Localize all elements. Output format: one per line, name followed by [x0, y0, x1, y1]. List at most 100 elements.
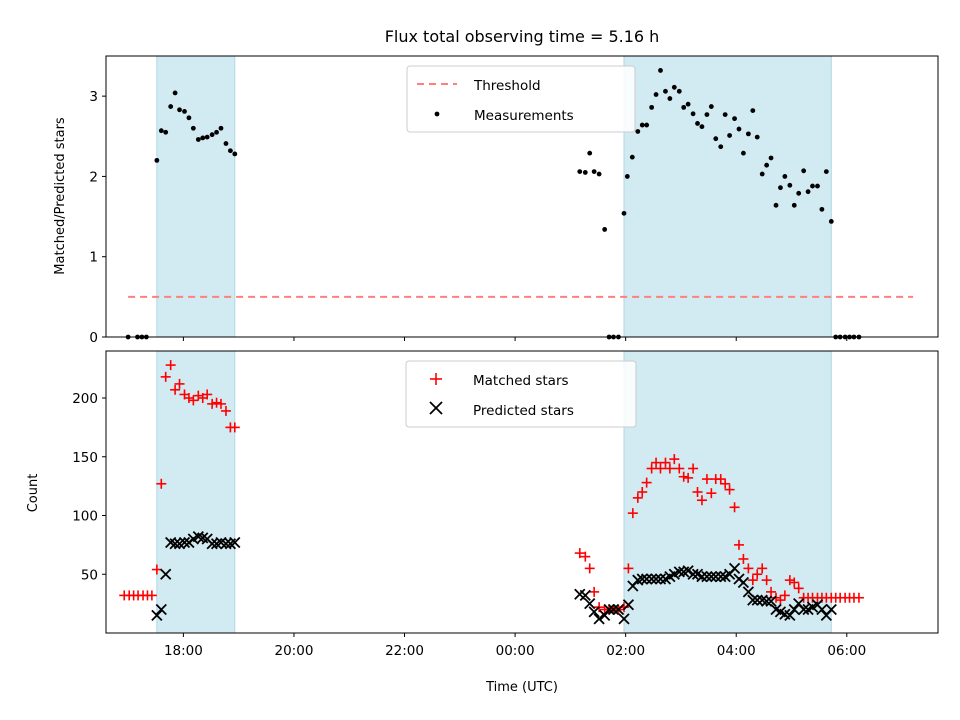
matched-stars-point	[738, 553, 749, 564]
measurements-point	[741, 150, 746, 156]
top-panel-frame	[105, 55, 939, 338]
measurements-point	[791, 202, 797, 208]
top-panel-x-ticks	[182, 337, 848, 341]
measurements-point	[810, 183, 815, 189]
measurements-point	[577, 169, 583, 175]
predicted-stars-point	[584, 597, 596, 610]
measurements-point	[727, 133, 732, 138]
y-tick-label: 1	[89, 250, 98, 266]
matched-stars-point	[655, 463, 666, 474]
matched-stars-point	[747, 575, 758, 586]
matched-stars-point	[775, 595, 786, 606]
bottom-panel-legend-box	[405, 360, 637, 428]
x-tick-label: 18:00	[164, 643, 203, 659]
predicted-stars-point	[206, 538, 218, 550]
matched-stars-point	[674, 463, 685, 474]
matched-stars-point	[160, 371, 171, 382]
measurements-point	[699, 124, 705, 130]
predicted-stars-point	[765, 595, 777, 607]
measurements-point	[182, 108, 187, 114]
top-panel-shaded-regions	[156, 55, 832, 338]
measurements-point	[218, 125, 224, 131]
matched-stars-point	[589, 586, 600, 597]
matched-stars-point	[701, 474, 712, 485]
predicted-stars-point	[612, 603, 625, 616]
y-tick-label: 50	[81, 567, 98, 583]
measurements-point	[649, 104, 655, 110]
measurements-point	[635, 129, 641, 134]
predicted-stars-point	[715, 570, 727, 583]
predicted-stars-point	[654, 573, 667, 585]
measurements-point	[768, 155, 774, 161]
matched-stars-point	[632, 492, 643, 503]
measurements-point	[667, 96, 673, 101]
predicted-stars-point	[705, 570, 717, 583]
predicted-stars-point	[737, 576, 750, 589]
measurements-point	[663, 88, 668, 94]
matched-stars-point	[729, 502, 740, 513]
measurements-point	[177, 107, 182, 113]
matched-stars-point	[651, 457, 662, 468]
predicted-stars-point	[673, 566, 685, 578]
matched-stars-point	[211, 397, 222, 408]
legend-predicted-swatch	[429, 401, 443, 415]
measurements-point	[732, 116, 737, 122]
matched-stars-point	[580, 551, 591, 562]
predicted-stars-point	[798, 603, 810, 616]
measurements-point	[163, 129, 169, 135]
predicted-stars-point	[178, 536, 191, 549]
bottom-panel-legend: Matched stars Predicted stars	[405, 360, 637, 428]
predicted-stars-point	[220, 538, 232, 550]
measurements-point	[681, 104, 687, 110]
measurements-point	[759, 171, 765, 177]
x-axis-label: Time (UTC)	[485, 680, 558, 695]
x-tick-label: 00:00	[496, 643, 535, 659]
matched-stars-point	[183, 393, 194, 403]
measurements-point	[801, 168, 807, 174]
predicted-stars-point	[696, 570, 708, 583]
matched-stars-point	[174, 378, 185, 389]
predicted-stars-point	[641, 573, 653, 585]
matched-stars-point	[761, 575, 772, 586]
bottom-panel-series	[119, 360, 864, 625]
measurements-point	[750, 108, 756, 113]
measurements-point	[158, 128, 164, 134]
predicted-stars-point	[816, 603, 828, 616]
predicted-stars-point	[579, 589, 591, 602]
measurements-point	[782, 174, 788, 179]
matched-stars-point	[207, 398, 218, 409]
measurements-point	[690, 111, 696, 117]
matched-stars-point	[779, 590, 790, 601]
measurements-point	[722, 112, 728, 118]
measurements-point	[685, 101, 691, 107]
predicted-stars-point	[636, 573, 648, 585]
measurements-point	[154, 157, 160, 163]
legend-predicted-label: Predicted stars	[473, 403, 574, 419]
bottom-panel-y-axis-label: Count	[26, 474, 41, 513]
predicted-stars-point	[169, 538, 181, 550]
measurements-point	[214, 129, 219, 135]
matched-stars-point	[793, 583, 804, 594]
matched-stars-point	[146, 590, 157, 601]
y-tick-label: 3	[89, 89, 98, 105]
measurements-point	[204, 134, 210, 140]
shaded-interval-1	[156, 55, 236, 338]
matched-stars-point	[664, 463, 675, 474]
matched-stars-point	[170, 384, 181, 395]
measurements-point	[186, 115, 192, 121]
figure-title: Flux total observing time = 5.16 h	[385, 27, 660, 46]
predicted-stars-point	[603, 603, 615, 616]
predicted-stars-point	[607, 603, 620, 616]
predicted-stars-point	[155, 603, 167, 616]
matched-stars-point	[660, 457, 671, 468]
matched-stars-point	[715, 474, 726, 485]
measurements-point	[676, 88, 682, 94]
measurements-point	[796, 190, 802, 196]
measurements-point	[232, 151, 238, 157]
matched-stars-point	[165, 360, 176, 371]
x-tick-label: 20:00	[275, 643, 314, 659]
matched-stars-point	[724, 484, 735, 495]
matched-stars-point	[789, 577, 800, 588]
matched-stars-point	[646, 463, 657, 474]
